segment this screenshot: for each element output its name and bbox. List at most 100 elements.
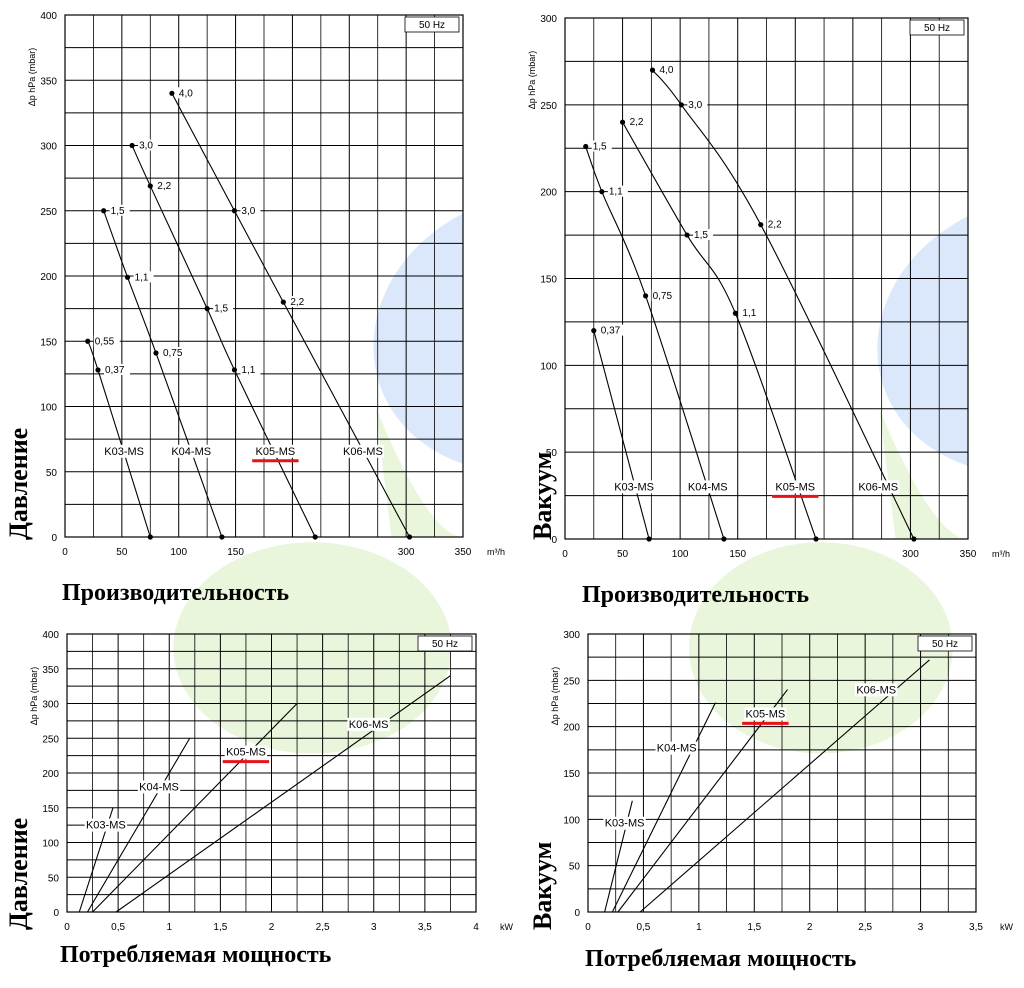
series-line-k04-ms: [611, 702, 716, 913]
x-tick-label: 3: [918, 922, 924, 933]
y-tick-label: 150: [42, 804, 59, 815]
x-unit-label: m³/h: [487, 547, 505, 557]
x-tick-label: 0: [64, 922, 70, 933]
x-tick-label: 0: [562, 549, 568, 560]
y-axis-label: Δp hPa (mbar): [27, 48, 37, 107]
data-label: 1,5: [593, 142, 607, 153]
data-label-bg: [103, 363, 130, 375]
y-tick-label: 250: [563, 676, 580, 687]
data-label: 1,5: [214, 304, 228, 315]
y-axis-label: Δp hPa (mbar): [527, 51, 537, 110]
series-label-bg: [254, 444, 297, 458]
y-tick-label: 250: [540, 101, 557, 112]
xaxis-title-power-pressure: Потребляемая мощность: [60, 942, 332, 968]
series-label-bg: [84, 818, 128, 832]
xaxis-title-flow-vacuum: Производительность: [582, 582, 810, 608]
frequency-badge: [917, 635, 973, 652]
data-label: 1,5: [111, 206, 125, 217]
data-label-bg: [658, 64, 679, 76]
series-line-k06-ms: [115, 675, 451, 913]
data-point: [85, 338, 91, 344]
data-label-bg: [109, 204, 130, 216]
data-point: [619, 119, 626, 125]
data-point: [758, 222, 764, 228]
y-tick-label: 300: [42, 700, 59, 711]
y-tick-label: 300: [40, 142, 57, 153]
data-point: [124, 274, 131, 280]
x-tick-label: 0: [585, 922, 591, 933]
plot-frame: [64, 14, 464, 538]
data-label-bg: [766, 218, 787, 230]
y-tick-label: 50: [48, 873, 60, 884]
data-point: [280, 299, 286, 305]
y-tick-label: 50: [546, 448, 558, 459]
x-tick-label: 100: [170, 547, 187, 558]
plot-frame: [587, 633, 977, 913]
data-point: [721, 536, 727, 542]
x-tick-label: 2,5: [858, 922, 872, 933]
data-label: 0,55: [95, 336, 115, 347]
data-point: [312, 534, 318, 540]
y-tick-label: 400: [42, 630, 59, 641]
y-tick-label: 250: [40, 207, 57, 218]
series-line-k03-ms: [593, 330, 650, 540]
frequency-badge-label: 50 Hz: [419, 20, 445, 31]
x-tick-label: 2: [807, 922, 813, 933]
data-point: [643, 293, 649, 299]
plot-frame: [564, 17, 969, 540]
series-label-bg: [102, 444, 146, 458]
x-tick-label: 300: [902, 549, 919, 560]
data-label-bg: [591, 140, 612, 152]
series-label-bg: [655, 741, 698, 755]
series-label-k06-ms: K06-MS: [858, 481, 898, 493]
series-label-bg: [612, 480, 656, 494]
frequency-badge: [909, 19, 965, 36]
series-label-k06-ms: K06-MS: [349, 719, 389, 731]
data-point: [591, 328, 597, 334]
series-label-k06-ms: K06-MS: [343, 446, 383, 458]
xaxis-title-flow-pressure: Производительность: [62, 580, 290, 606]
x-tick-label: 350: [455, 547, 472, 558]
x-tick-label: 3: [371, 922, 377, 933]
green-shaded-region: [879, 408, 968, 539]
y-tick-label: 150: [563, 769, 580, 780]
data-label-bg: [177, 87, 198, 99]
blue-shaded-region: [877, 215, 968, 467]
series-label-bg: [137, 780, 181, 794]
data-label-bg: [240, 363, 261, 375]
x-tick-label: 1,5: [213, 922, 227, 933]
x-tick-label: 50: [617, 549, 629, 560]
data-label: 3,0: [241, 206, 255, 217]
data-label-bg: [213, 302, 234, 314]
data-label: 2,2: [290, 297, 304, 308]
y-tick-label: 350: [42, 665, 59, 676]
data-point: [153, 350, 159, 356]
y-tick-label: 100: [540, 361, 557, 372]
data-label: 1,1: [609, 187, 623, 198]
data-label-bg: [651, 289, 678, 301]
x-tick-label: 3,5: [418, 922, 432, 933]
data-point: [231, 367, 238, 373]
y-tick-label: 100: [40, 403, 57, 414]
series-label-bg: [224, 745, 268, 759]
data-point: [649, 67, 656, 73]
series-label-bg: [341, 444, 385, 458]
y-tick-label: 150: [40, 337, 57, 348]
series-label-k05-ms: K05-MS: [255, 446, 295, 458]
side-label-pressure-bottom: Давление: [4, 817, 33, 930]
series-line-k04-ms: [585, 146, 725, 540]
data-label: 2,2: [630, 117, 644, 128]
data-point: [204, 306, 210, 312]
y-tick-label: 200: [42, 769, 59, 780]
series-label-bg: [170, 444, 213, 458]
data-label-bg: [133, 271, 154, 283]
frequency-badge-label: 50 Hz: [432, 639, 458, 650]
y-axis-label: Δp hPa (mbar): [550, 667, 560, 726]
series-label-k04-ms: K04-MS: [139, 781, 179, 793]
frequency-badge: [404, 16, 460, 33]
y-tick-label: 100: [42, 839, 59, 850]
y-tick-label: 0: [53, 908, 59, 919]
green-shaded-region: [173, 542, 452, 754]
data-label-bg: [693, 229, 714, 241]
data-point: [169, 90, 175, 96]
